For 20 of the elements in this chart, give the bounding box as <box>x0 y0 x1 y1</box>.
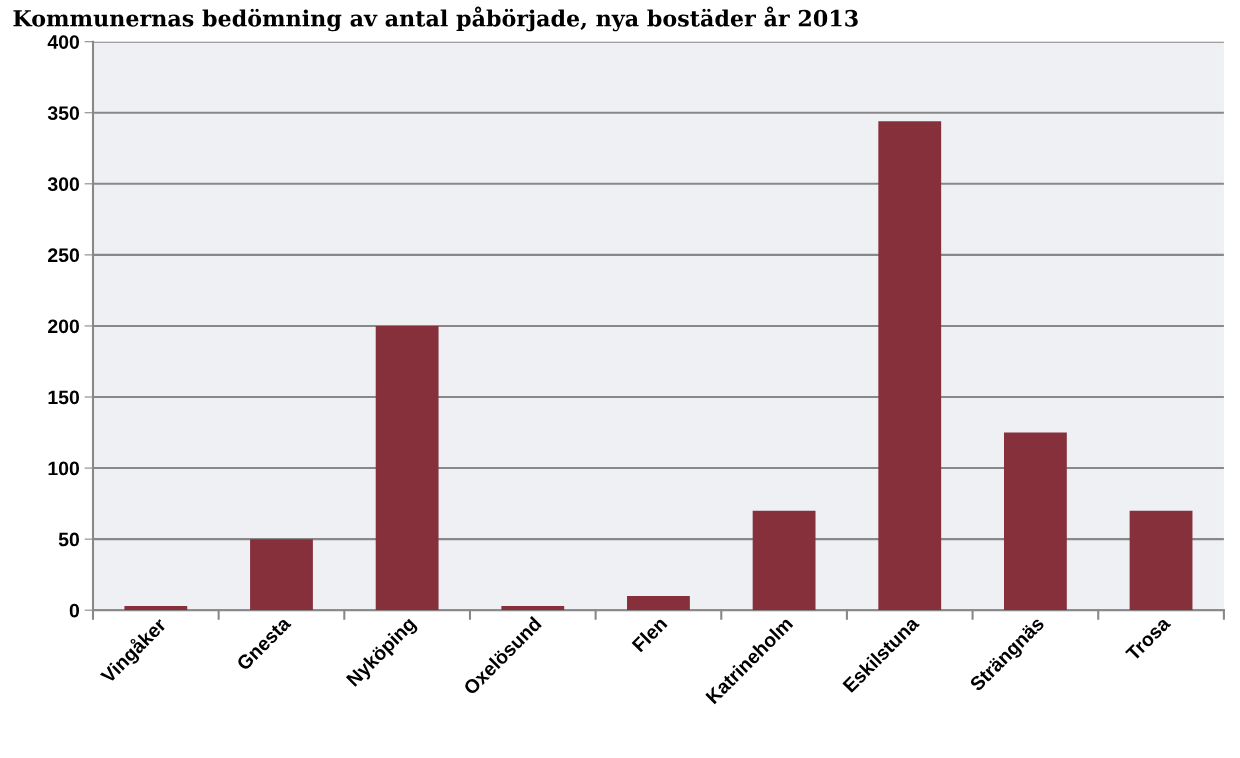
bar <box>250 539 313 611</box>
y-tick-label: 300 <box>47 177 80 192</box>
chart-title: Kommunernas bedömning av antal påbörjade, nya bostäder år 2013 <box>13 6 858 32</box>
y-tick-label: 100 <box>48 461 80 476</box>
bar <box>1003 432 1067 611</box>
y-tick-label: 200 <box>48 319 80 334</box>
bar <box>501 605 565 611</box>
y-tick-label: 350 <box>47 106 80 121</box>
x-tick-label: Flen <box>631 615 668 653</box>
bar <box>1129 510 1193 611</box>
bar <box>752 510 816 611</box>
bar <box>124 605 188 611</box>
y-tick-label: 400 <box>47 35 80 49</box>
y-tick-label: 0 <box>69 603 80 618</box>
y-tick-label: 50 <box>58 532 80 547</box>
y-tick-label: 150 <box>48 390 80 405</box>
bar <box>375 325 439 611</box>
bar <box>878 121 942 611</box>
bar <box>627 595 690 611</box>
y-tick-label: 250 <box>48 248 80 263</box>
